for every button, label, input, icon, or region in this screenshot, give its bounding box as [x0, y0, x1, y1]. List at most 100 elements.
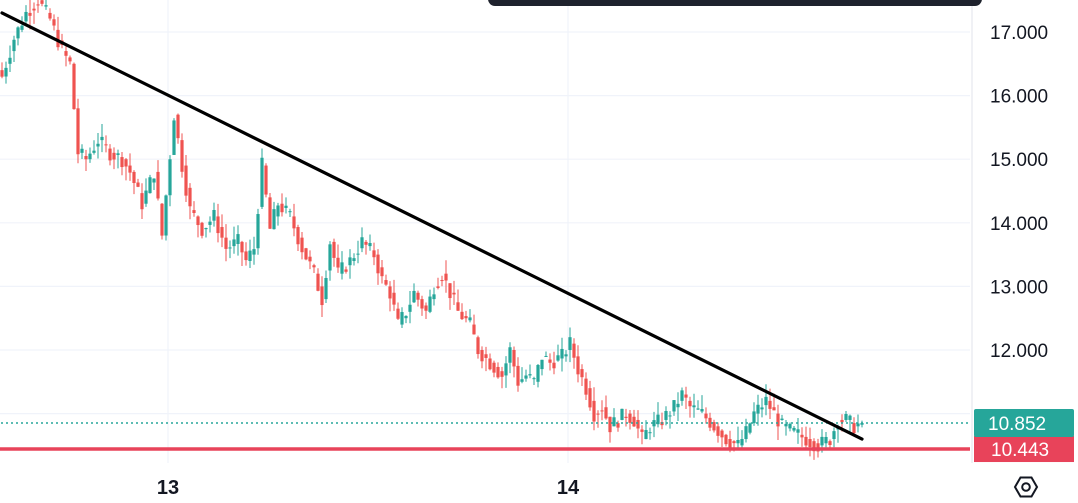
- candle: [392, 279, 396, 311]
- candle: [340, 251, 344, 280]
- candle: [432, 287, 436, 306]
- candle: [536, 364, 540, 388]
- candle: [584, 372, 588, 400]
- candle: [524, 369, 528, 382]
- trendline[interactable]: [0, 11, 864, 441]
- candle: [324, 270, 328, 304]
- candle: [760, 398, 764, 418]
- candle: [456, 289, 460, 311]
- candle: [612, 408, 616, 427]
- candle: [160, 202, 164, 240]
- candle: [152, 178, 156, 191]
- candle: [156, 160, 160, 201]
- candle: [144, 178, 148, 207]
- x-tick-label: 13: [157, 477, 179, 499]
- candle: [624, 408, 628, 427]
- candle: [252, 236, 256, 265]
- candle: [224, 224, 228, 262]
- candle: [328, 241, 332, 281]
- candle: [628, 410, 632, 430]
- candle: [500, 366, 504, 389]
- candle: [852, 417, 856, 435]
- candle: [804, 426, 808, 448]
- candle: [464, 310, 468, 323]
- y-tick-label: 17.000: [990, 23, 1048, 44]
- candle: [372, 242, 376, 266]
- candle: [416, 290, 420, 307]
- candle: [236, 225, 240, 256]
- candle: [404, 315, 408, 324]
- top-toolbar[interactable]: [488, 0, 982, 6]
- candle: [248, 239, 252, 268]
- candle: [100, 123, 104, 153]
- candle: [600, 400, 604, 421]
- x-tick-label: 14: [557, 477, 580, 499]
- candle: [620, 408, 624, 421]
- candle: [76, 98, 80, 164]
- candle: [88, 147, 92, 163]
- candle: [860, 420, 864, 428]
- candle: [400, 307, 404, 329]
- y-tick-label: 13.000: [990, 277, 1048, 298]
- candle: [476, 335, 480, 359]
- candle: [800, 427, 804, 447]
- candle: [452, 280, 456, 305]
- candle: [268, 192, 272, 230]
- candle: [292, 203, 296, 237]
- candle: [24, 5, 28, 24]
- candle: [528, 364, 532, 379]
- candle: [4, 61, 8, 84]
- candle: [480, 346, 484, 369]
- last-price-badge: 10.852: [974, 409, 1074, 438]
- candle: [428, 289, 432, 314]
- candle: [128, 153, 132, 181]
- candle: [468, 309, 472, 323]
- candle: [540, 359, 544, 376]
- candle: [272, 201, 276, 230]
- candle: [352, 253, 356, 266]
- candle: [676, 392, 680, 422]
- candle: [204, 227, 208, 238]
- candle: [572, 338, 576, 369]
- candle: [296, 224, 300, 252]
- candle: [116, 149, 120, 169]
- candle: [164, 194, 168, 241]
- candle: [496, 362, 500, 379]
- candle: [424, 302, 428, 319]
- candle: [708, 412, 712, 432]
- candle: [668, 411, 672, 429]
- candle: [608, 416, 612, 443]
- candle: [492, 360, 496, 378]
- candle: [532, 376, 536, 385]
- candle: [636, 410, 640, 439]
- candle: [844, 410, 848, 422]
- candle: [28, 0, 32, 30]
- candle: [68, 55, 72, 65]
- candle: [212, 202, 216, 227]
- candle: [740, 430, 744, 448]
- settings-icon[interactable]: [1013, 476, 1039, 498]
- candle: [700, 395, 704, 414]
- candle: [488, 353, 492, 371]
- candle: [652, 411, 656, 438]
- candle: [420, 295, 424, 316]
- candle: [140, 183, 144, 219]
- candle: [356, 240, 360, 264]
- candle: [388, 281, 392, 312]
- candle: [80, 144, 84, 159]
- candle: [312, 263, 316, 273]
- candle: [280, 193, 284, 217]
- candle: [168, 155, 172, 207]
- candle: [592, 387, 596, 431]
- candle: [660, 412, 664, 430]
- candle: [576, 345, 580, 383]
- candle: [92, 140, 96, 155]
- candle: [308, 250, 312, 270]
- candle: [348, 249, 352, 279]
- candle: [632, 409, 636, 427]
- candle: [688, 396, 692, 418]
- drawings: [0, 11, 970, 451]
- candle: [588, 380, 592, 411]
- candle: [44, 0, 48, 10]
